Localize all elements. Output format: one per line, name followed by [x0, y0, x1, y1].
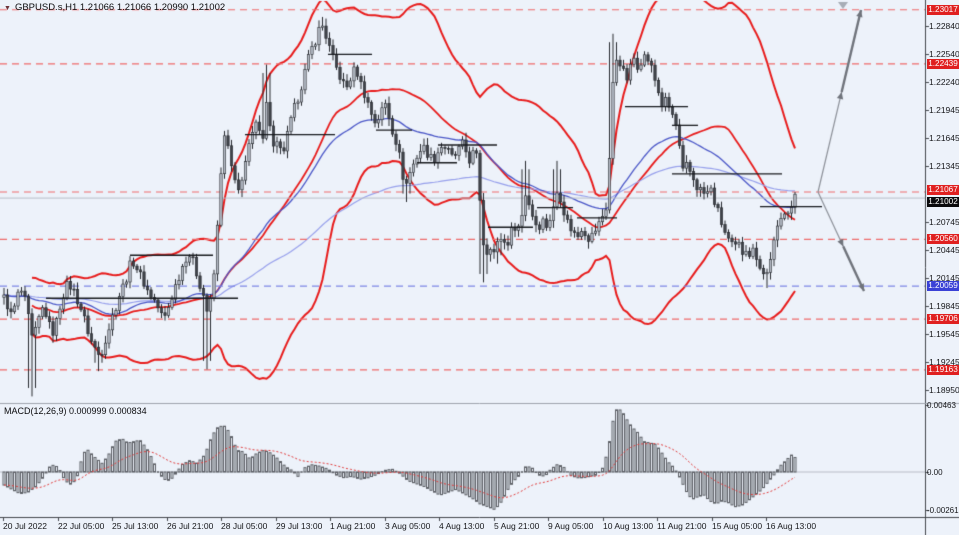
- time-axis-label: 26 Jul 21:00: [167, 521, 214, 531]
- sr-level-badge: 1.23017: [927, 4, 959, 15]
- swing-level-badge: 1.20059: [927, 281, 959, 292]
- chart-title-text: GBPUSD.s,H1 1.21066 1.21066 1.20990 1.21…: [14, 2, 226, 13]
- time-axis-label: 5 Aug 21:00: [494, 521, 540, 531]
- macd-axis-label: 0.00: [927, 468, 943, 477]
- time-axis-label: 20 Jul 2022: [3, 521, 47, 531]
- price-axis-label: 1.18950: [929, 384, 959, 395]
- time-axis-label: 1 Aug 21:00: [330, 521, 376, 531]
- price-axis-label: 1.19845: [929, 301, 959, 312]
- sr-level-badge: 1.22439: [927, 58, 959, 69]
- symbol-dropdown-icon[interactable]: ▼: [4, 5, 11, 12]
- sr-level-badge: 1.21067: [927, 185, 959, 195]
- price-axis-label: 1.20745: [929, 217, 959, 228]
- time-axis-label: 15 Aug 05:00: [712, 521, 763, 531]
- time-axis-label: 9 Aug 05:00: [548, 521, 594, 531]
- time-axis-label: 22 Jul 05:00: [58, 521, 105, 531]
- time-axis-label: 4 Aug 13:00: [439, 521, 485, 531]
- sr-level-badge: 1.19163: [927, 364, 959, 375]
- time-axis-label: 25 Jul 13:00: [112, 521, 159, 531]
- time-axis-label: 28 Jul 05:00: [221, 521, 268, 531]
- price-axis-label: 1.22540: [929, 49, 959, 60]
- bid-price-badge: 1.21002: [927, 196, 959, 207]
- sr-level-badge: 1.20560: [927, 234, 959, 245]
- time-axis-label: 10 Aug 13:00: [603, 521, 654, 531]
- price-axis-label: 1.22240: [929, 77, 959, 88]
- macd-axis-label: 0.00463: [927, 400, 956, 410]
- price-axis-label: 1.20445: [929, 245, 959, 256]
- time-axis-label: 3 Aug 05:00: [385, 521, 431, 531]
- time-axis-label: 11 Aug 21:00: [657, 521, 707, 531]
- time-axis-label: 16 Aug 13:00: [766, 521, 817, 531]
- sr-level-badge: 1.19706: [927, 314, 959, 325]
- price-axis-label: 1.21945: [929, 104, 959, 115]
- chart-symbol-title: ▼ GBPUSD.s,H1 1.21066 1.21066 1.20990 1.2…: [4, 2, 225, 13]
- price-axis-label: 1.22840: [929, 21, 959, 32]
- price-axis-label: 1.19245: [929, 357, 959, 368]
- price-axis-label: 1.21345: [929, 161, 959, 172]
- price-axis-label: 1.20145: [929, 273, 959, 284]
- time-axis-label: 29 Jul 13:00: [276, 521, 323, 531]
- price-axis-label: 1.21645: [929, 132, 959, 143]
- macd-indicator-label: MACD(12,26,9) 0.000999 0.000834: [4, 406, 147, 416]
- macd-axis-label: -0.002619: [927, 505, 959, 515]
- price-axis-label: 1.19545: [929, 329, 959, 340]
